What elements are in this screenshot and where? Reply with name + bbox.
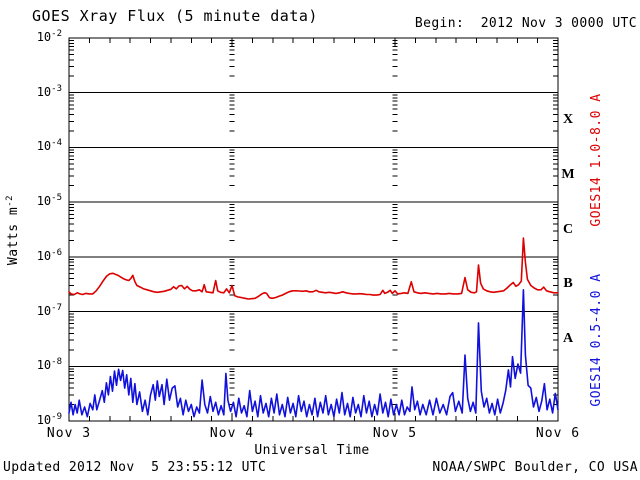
y-tick-1e-2: 10-2 <box>36 29 62 44</box>
begin-timestamp: Begin: 2012 Nov 3 0000 UTC <box>414 16 637 31</box>
y-tick-1e-5: 10-5 <box>36 193 62 208</box>
flare-class-c: C <box>562 222 574 237</box>
flare-class-x: X <box>562 112 574 127</box>
updated-timestamp: Updated 2012 Nov 5 23:55:12 UTC <box>3 460 267 475</box>
y-tick-1e-4: 10-4 <box>36 138 62 153</box>
series-short-wave-line <box>68 289 559 418</box>
x-tick-nov6: Nov 6 <box>535 426 581 441</box>
series-long-wave-line <box>68 237 559 300</box>
flare-class-m: M <box>561 167 575 182</box>
y-tick-1e-9: 10-9 <box>36 412 62 427</box>
x-tick-nov4: Nov 4 <box>209 426 255 441</box>
series-label-short-wave: GOES14 0.5-4.0 A <box>589 273 604 407</box>
page-title: GOES Xray Flux (5 minute data) <box>32 7 318 25</box>
flare-class-b: B <box>563 276 573 291</box>
y-tick-1e-7: 10-7 <box>36 303 62 318</box>
series-label-long-wave: GOES14 1.0-8.0 A <box>589 93 604 227</box>
x-tick-nov5: Nov 5 <box>372 426 418 441</box>
y-tick-1e-6: 10-6 <box>36 248 62 263</box>
source-credit: NOAA/SWPC Boulder, CO USA <box>432 460 638 475</box>
y-tick-1e-8: 10-8 <box>36 357 62 372</box>
y-axis-title: Watts m-2 <box>5 194 21 266</box>
x-axis-title: Universal Time <box>254 443 370 458</box>
flare-class-a: A <box>562 331 574 346</box>
y-tick-1e-3: 10-3 <box>36 84 62 99</box>
x-tick-nov3: Nov 3 <box>46 426 92 441</box>
